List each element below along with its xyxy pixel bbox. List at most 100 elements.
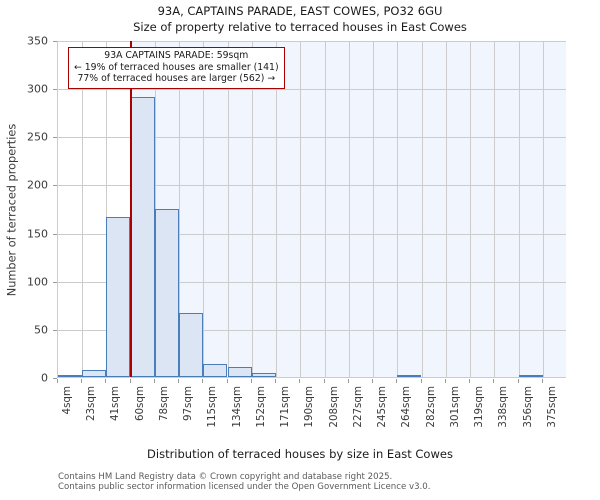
gridline-vertical bbox=[82, 41, 83, 377]
x-axis-tick-mark bbox=[348, 379, 349, 383]
y-axis-tick-label: 250 bbox=[27, 130, 48, 144]
x-axis-tick-label: 356sqm bbox=[522, 386, 534, 428]
gridline-horizontal bbox=[58, 41, 566, 42]
y-axis-tick-mark bbox=[53, 378, 57, 379]
gridline-horizontal bbox=[58, 89, 566, 91]
x-axis-tick-mark bbox=[105, 379, 106, 383]
y-axis-tick-label: 300 bbox=[27, 82, 48, 96]
x-axis-tick-mark bbox=[493, 379, 494, 383]
x-axis-tick-mark bbox=[154, 379, 155, 383]
bar bbox=[131, 96, 155, 377]
x-axis-tick-mark bbox=[275, 379, 276, 383]
x-axis-tick-mark bbox=[324, 379, 325, 383]
x-axis-tick-label: 301sqm bbox=[449, 386, 461, 428]
x-axis-tick-mark bbox=[178, 379, 179, 383]
gridline-vertical bbox=[397, 41, 398, 377]
bar bbox=[519, 375, 543, 377]
x-axis-label: Distribution of terraced houses by size … bbox=[147, 447, 453, 461]
bar bbox=[397, 375, 421, 377]
x-axis-tick-label: 23sqm bbox=[85, 386, 97, 422]
histogram-bars bbox=[58, 41, 566, 377]
x-axis-tick-label: 97sqm bbox=[182, 386, 194, 422]
gridline-vertical bbox=[252, 41, 253, 377]
x-axis-tick-label: 152sqm bbox=[255, 386, 267, 428]
y-axis-tick-label: 0 bbox=[41, 371, 48, 385]
x-axis-tick-label: 171sqm bbox=[279, 386, 291, 428]
x-axis-tick-mark bbox=[421, 379, 422, 383]
bar bbox=[252, 373, 276, 377]
gridline-vertical bbox=[179, 41, 180, 377]
x-axis-tick-label: 282sqm bbox=[425, 386, 437, 428]
gridline-vertical bbox=[470, 41, 471, 377]
gridline-horizontal bbox=[58, 281, 566, 283]
gridline-horizontal bbox=[58, 233, 566, 235]
x-axis-tick-label: 115sqm bbox=[206, 386, 218, 428]
x-axis-tick-label: 375sqm bbox=[546, 386, 558, 428]
gridline-vertical bbox=[228, 41, 229, 377]
x-axis-tick-mark bbox=[396, 379, 397, 383]
footer-line-2: Contains public sector information licen… bbox=[58, 482, 431, 492]
chart-subtitle: Size of property relative to terraced ho… bbox=[133, 20, 467, 34]
gridline-horizontal bbox=[58, 137, 566, 139]
y-axis-tick-label: 350 bbox=[27, 34, 48, 48]
x-axis-tick-mark bbox=[372, 379, 373, 383]
y-axis-label: Number of terraced properties bbox=[5, 123, 19, 296]
x-axis-tick-label: 338sqm bbox=[497, 386, 509, 428]
bar bbox=[228, 367, 252, 377]
y-axis-tick-label: 200 bbox=[27, 178, 48, 192]
annotation-larger: 77% of terraced houses are larger (562) … bbox=[77, 73, 276, 84]
bar bbox=[106, 217, 130, 377]
x-axis-tick-label: 41sqm bbox=[109, 386, 121, 422]
x-axis-tick-mark bbox=[518, 379, 519, 383]
bar bbox=[155, 208, 179, 377]
gridline-vertical bbox=[422, 41, 423, 377]
y-axis-tick-mark bbox=[53, 185, 57, 187]
annotation-title: 93A CAPTAINS PARADE: 59sqm bbox=[104, 50, 249, 61]
y-axis-tick-mark bbox=[53, 41, 57, 42]
gridline-horizontal bbox=[58, 329, 566, 331]
gridline-vertical bbox=[106, 41, 107, 377]
x-axis-tick-label: 319sqm bbox=[473, 386, 485, 428]
x-axis-tick-mark bbox=[81, 379, 82, 383]
x-axis-tick-mark bbox=[202, 379, 203, 383]
x-axis-tick-mark bbox=[57, 379, 58, 383]
x-axis-tick-label: 4sqm bbox=[61, 386, 73, 415]
gridline-vertical bbox=[325, 41, 326, 377]
x-axis-tick-label: 60sqm bbox=[134, 386, 146, 422]
x-axis-tick-mark bbox=[130, 379, 131, 383]
x-axis-tick-label: 134sqm bbox=[231, 386, 243, 428]
y-axis-tick-label: 50 bbox=[34, 323, 48, 337]
footer-line-1: Contains HM Land Registry data © Crown c… bbox=[58, 472, 393, 482]
chart-title-block: 93A, CAPTAINS PARADE, EAST COWES, PO32 6… bbox=[0, 4, 600, 35]
gridline-vertical bbox=[494, 41, 495, 377]
gridline-vertical bbox=[373, 41, 374, 377]
gridline-horizontal bbox=[58, 185, 566, 187]
plot-area bbox=[57, 41, 566, 378]
x-axis-ticks: 4sqm 23sqm 41sqm 60sqm 78sqm 97sqm 115sqm 134sq… bbox=[57, 379, 566, 439]
x-axis-tick-label: 264sqm bbox=[400, 386, 412, 428]
x-axis-tick-label: 190sqm bbox=[303, 386, 315, 428]
bar bbox=[58, 375, 82, 377]
y-axis-tick-mark bbox=[53, 233, 57, 235]
x-axis-tick-mark bbox=[542, 379, 543, 383]
gridline-vertical bbox=[349, 41, 350, 377]
property-size-marker-line bbox=[129, 41, 132, 377]
x-axis-tick-mark bbox=[299, 379, 300, 383]
x-axis-tick-label: 208sqm bbox=[328, 386, 340, 428]
bar bbox=[82, 370, 106, 377]
property-annotation-box: 93A CAPTAINS PARADE: 59sqm ← 19% of terr… bbox=[68, 47, 285, 89]
y-axis-tick-mark bbox=[53, 329, 57, 331]
y-axis-tick-mark bbox=[53, 137, 57, 139]
gridline-vertical bbox=[276, 41, 277, 377]
footer-attribution: Contains HM Land Registry data © Crown c… bbox=[58, 472, 598, 492]
y-axis-tick-mark bbox=[53, 281, 57, 283]
y-axis-tick-label: 100 bbox=[27, 275, 48, 289]
gridline-vertical bbox=[543, 41, 544, 377]
gridline-vertical bbox=[519, 41, 520, 377]
x-axis-tick-mark bbox=[445, 379, 446, 383]
x-axis-tick-mark bbox=[469, 379, 470, 383]
x-axis-tick-label: 78sqm bbox=[158, 386, 170, 422]
x-axis-tick-label: 245sqm bbox=[376, 386, 388, 428]
y-axis-tick-mark bbox=[53, 89, 57, 91]
